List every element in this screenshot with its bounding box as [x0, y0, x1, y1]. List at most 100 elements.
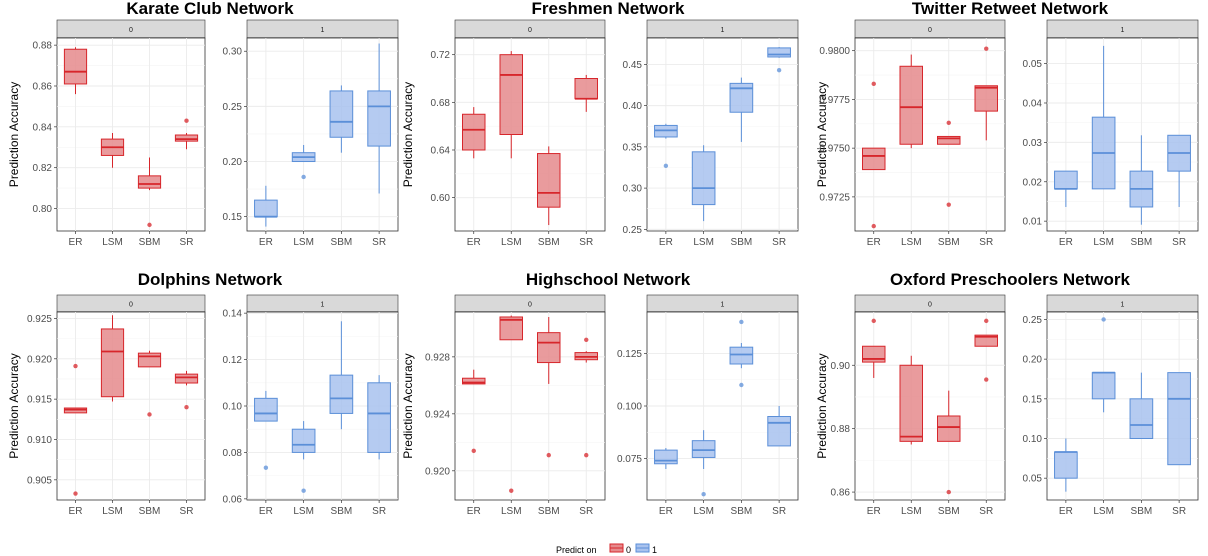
- y-tick-label: 0.15: [223, 212, 243, 223]
- outlier-point: [946, 489, 951, 495]
- chart-title: Twitter Retweet Network: [912, 0, 1109, 18]
- x-tick-label: ER: [867, 506, 881, 517]
- legend-label-0: 0: [626, 545, 631, 555]
- box-ER: [654, 123, 678, 169]
- box-SBM: [329, 321, 354, 430]
- y-tick-label: 0.925: [27, 314, 52, 325]
- box-iqr: [691, 151, 716, 206]
- x-tick-label: LSM: [501, 237, 522, 248]
- box-iqr: [937, 415, 961, 442]
- box-LSM: [100, 132, 125, 168]
- facet-strip-label: 1: [721, 302, 725, 309]
- box-LSM: [1091, 45, 1116, 190]
- y-axis-label: Prediction Accuracy: [815, 353, 829, 458]
- chart-title: Highschool Network: [526, 270, 691, 289]
- facet-1: 1 0.06 0.08 0.10 0.12 0.14 ER LSM SBM SR: [223, 294, 399, 517]
- box-iqr: [974, 334, 998, 347]
- legend: Predict on 0 1: [556, 543, 657, 555]
- x-tick-label: LSM: [293, 506, 314, 517]
- x-tick-label: SR: [772, 237, 786, 248]
- x-tick-label: LSM: [901, 237, 922, 248]
- facet-strip-label: 1: [321, 27, 325, 34]
- y-tick-label: 0.10: [1023, 434, 1043, 445]
- y-tick-label: 0.25: [1023, 315, 1043, 326]
- box-iqr: [137, 352, 162, 368]
- facet-strip-label: 1: [721, 27, 725, 34]
- box-LSM: [291, 144, 316, 180]
- y-axis-label: Prediction Accuracy: [401, 353, 415, 458]
- facet-strip-label: 0: [528, 302, 532, 309]
- y-tick-label: 0.02: [1023, 177, 1043, 188]
- y-axis-label: Prediction Accuracy: [401, 82, 415, 187]
- outlier-point: [471, 448, 476, 454]
- y-axis-label: Prediction Accuracy: [7, 82, 21, 187]
- y-tick-label: 0.15: [1023, 394, 1043, 405]
- y-tick-label: 0.924: [425, 409, 450, 420]
- box-iqr: [462, 377, 486, 385]
- chart-2: Freshmen Network Prediction Accuracy 0 0.60…: [401, 0, 799, 248]
- outlier-point: [946, 120, 951, 126]
- box-SBM: [537, 146, 561, 226]
- x-tick-label: SR: [772, 506, 786, 517]
- facet-strip-label: 1: [1121, 302, 1125, 309]
- outlier-point: [739, 382, 744, 388]
- box-iqr: [862, 147, 886, 171]
- box-SR: [1167, 372, 1191, 466]
- box-SBM: [937, 120, 961, 207]
- y-tick-label: 0.920: [425, 466, 450, 477]
- facet-0: 0 0.920 0.924 0.928 ER LSM SBM SR: [425, 294, 606, 517]
- facet-0: 0 0.905 0.910 0.915 0.920 0.925 ER LSM SBM SR: [27, 294, 206, 517]
- box-ER: [1054, 170, 1078, 207]
- box-iqr: [937, 135, 961, 145]
- y-tick-label: 0.20: [223, 157, 243, 168]
- box-SR: [574, 337, 598, 458]
- y-tick-label: 0.88: [33, 41, 53, 52]
- chart-title: Karate Club Network: [126, 0, 294, 18]
- y-tick-label: 0.88: [831, 424, 851, 435]
- x-tick-label: LSM: [293, 237, 314, 248]
- box-iqr: [974, 85, 998, 112]
- box-ER: [63, 363, 88, 496]
- box-iqr: [537, 153, 561, 208]
- x-tick-label: ER: [259, 506, 273, 517]
- box-iqr: [174, 134, 199, 142]
- legend-label-1: 1: [652, 545, 657, 555]
- x-tick-label: ER: [867, 237, 881, 248]
- box-iqr: [100, 328, 125, 398]
- x-tick-label: LSM: [1093, 506, 1114, 517]
- outlier-point: [984, 318, 989, 324]
- x-tick-label: LSM: [901, 506, 922, 517]
- x-tick-label: LSM: [1093, 237, 1114, 248]
- y-tick-label: 0.9775: [819, 95, 850, 106]
- outlier-point: [871, 223, 876, 229]
- box-SR: [174, 118, 199, 150]
- box-SBM: [729, 319, 754, 388]
- outlier-point: [301, 174, 306, 180]
- box-LSM: [1091, 317, 1116, 413]
- y-tick-label: 0.30: [623, 184, 643, 195]
- box-SR: [974, 318, 998, 382]
- box-SR: [767, 47, 791, 73]
- y-tick-label: 0.86: [33, 81, 53, 92]
- box-ER: [1054, 438, 1078, 492]
- x-tick-label: SBM: [139, 237, 161, 248]
- box-iqr: [254, 397, 278, 422]
- y-tick-label: 0.920: [27, 354, 52, 365]
- box-SBM: [729, 77, 754, 142]
- y-tick-label: 0.01: [1023, 217, 1043, 228]
- facet-1: 1 0.075 0.100 0.125 ER LSM SBM SR: [617, 294, 799, 517]
- y-tick-label: 0.9800: [819, 46, 850, 57]
- box-SBM: [1129, 372, 1154, 439]
- box-LSM: [691, 430, 716, 497]
- x-tick-label: SR: [579, 237, 593, 248]
- x-tick-label: LSM: [693, 506, 714, 517]
- box-SBM: [937, 390, 961, 495]
- facet-strip-label: 1: [1121, 27, 1125, 34]
- y-tick-label: 0.03: [1023, 138, 1043, 149]
- box-iqr: [729, 346, 754, 365]
- x-tick-label: SBM: [331, 506, 353, 517]
- y-tick-label: 0.20: [1023, 355, 1043, 366]
- box-SBM: [137, 157, 162, 228]
- outlier-point: [263, 465, 269, 470]
